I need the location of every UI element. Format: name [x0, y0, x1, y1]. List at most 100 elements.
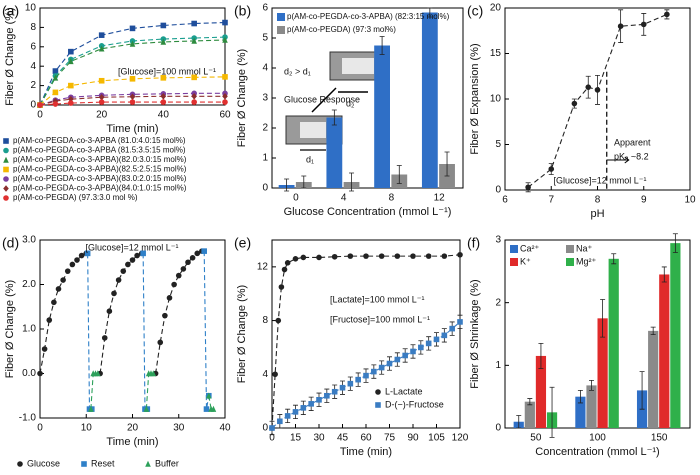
- marker: [272, 371, 278, 378]
- marker: [640, 21, 647, 28]
- y-tick-label: 1: [495, 360, 501, 371]
- bar: [597, 318, 608, 428]
- error-bar: [589, 379, 595, 391]
- fit-line: [39, 22, 226, 106]
- marker: [394, 356, 401, 363]
- marker: [425, 253, 432, 259]
- x-tick-label: 105: [428, 433, 445, 444]
- x-tick-label: 60: [219, 110, 231, 121]
- marker: [308, 401, 314, 407]
- y-tick-label: 3: [495, 235, 501, 246]
- bar: [374, 45, 390, 188]
- marker: [363, 372, 369, 379]
- marker: [160, 92, 167, 100]
- legend-label: p(AM-co-PEGDA) (97:3 mol%): [287, 25, 396, 34]
- marker: [269, 425, 275, 431]
- x-tick-label: 0: [37, 423, 43, 434]
- x-tick-label: 8: [595, 195, 601, 206]
- annotation: d₂: [346, 98, 355, 108]
- bar: [608, 258, 619, 428]
- marker: [160, 38, 167, 45]
- arrow: [311, 87, 337, 113]
- y-tick-label: 5: [495, 139, 501, 150]
- annotation: Apparent: [614, 137, 651, 147]
- error-bar: [331, 109, 337, 126]
- x-tick-label: 15: [290, 433, 302, 444]
- marker: [585, 84, 592, 90]
- x-tick-label: 150: [651, 433, 668, 444]
- legend-label: p(AM-co-PEGDA-co-3-APBA (81.5:3.5:15 mol…: [13, 146, 186, 155]
- marker: [78, 252, 85, 259]
- legend-label: p(AM-co-PEGDA-co-3-APBA)(83.0:2.0:15 mol…: [13, 174, 187, 183]
- marker: [180, 266, 187, 272]
- marker: [355, 376, 361, 383]
- marker: [441, 253, 448, 259]
- panel-label: (d): [2, 235, 19, 251]
- marker: [191, 92, 197, 100]
- y-tick-label: 0: [262, 183, 268, 194]
- marker: [98, 32, 105, 38]
- marker: [150, 370, 157, 377]
- marker: [206, 392, 212, 399]
- x-tick-label: 50: [530, 433, 542, 444]
- bar: [326, 117, 343, 188]
- bar: [535, 355, 547, 428]
- marker: [284, 413, 291, 419]
- error-bar: [672, 233, 678, 253]
- y-axis-label: Fiber Ø Change (%): [236, 285, 248, 383]
- marker: [129, 99, 136, 105]
- annotation: [Glucose]=12 mmol L⁻¹: [553, 175, 646, 185]
- y-tick-label: 8: [30, 22, 36, 33]
- y-tick-label: 0: [495, 423, 501, 434]
- legend-marker: [375, 389, 381, 395]
- inset-fiber: [342, 58, 374, 74]
- legend-marker: [3, 185, 9, 192]
- marker: [324, 392, 330, 399]
- x-tick-label: 0: [269, 433, 275, 444]
- legend-marker: [3, 156, 9, 163]
- y-tick-label: 0: [30, 100, 36, 111]
- marker: [129, 40, 136, 47]
- marker: [410, 253, 416, 259]
- marker: [98, 93, 105, 101]
- marker: [134, 252, 140, 259]
- y-tick-label: 10: [490, 94, 502, 105]
- annotation: Glucose Response: [284, 94, 360, 104]
- legend-swatch: [510, 258, 518, 266]
- error-bar: [349, 172, 355, 192]
- legend-marker: [3, 147, 9, 154]
- legend-label: Na⁺: [576, 243, 593, 253]
- marker: [222, 74, 228, 80]
- marker: [210, 405, 217, 412]
- error-bar: [396, 165, 402, 184]
- legend-label: D-(−)-Fructose: [385, 399, 444, 409]
- error-bar: [600, 299, 606, 338]
- fit-line: [90, 372, 214, 410]
- marker: [191, 99, 197, 105]
- annotation: [Glucose]=100 mmol L⁻¹: [118, 66, 216, 76]
- y-axis-label: Fiber Ø Shrinkage (%): [469, 279, 481, 388]
- error-bar: [284, 178, 290, 192]
- marker: [64, 268, 71, 274]
- fit-line: [39, 36, 226, 106]
- panel-label: (a): [2, 3, 19, 19]
- fit-line: [39, 250, 203, 374]
- marker: [98, 99, 105, 105]
- annotation: d₂ > d₁: [284, 66, 311, 76]
- marker: [52, 101, 59, 107]
- panel-label: (f): [467, 235, 480, 251]
- error-bar: [301, 175, 307, 189]
- marker: [98, 45, 105, 52]
- marker: [222, 99, 228, 105]
- error-bar: [639, 371, 645, 410]
- legend-marker: [3, 166, 9, 173]
- marker: [281, 266, 288, 273]
- marker: [449, 325, 455, 332]
- marker: [160, 99, 167, 105]
- fit-line: [39, 39, 226, 106]
- x-tick-label: 6: [502, 195, 508, 206]
- marker: [115, 277, 122, 283]
- legend-swatch: [510, 245, 518, 253]
- y-tick-label: 6: [30, 41, 36, 52]
